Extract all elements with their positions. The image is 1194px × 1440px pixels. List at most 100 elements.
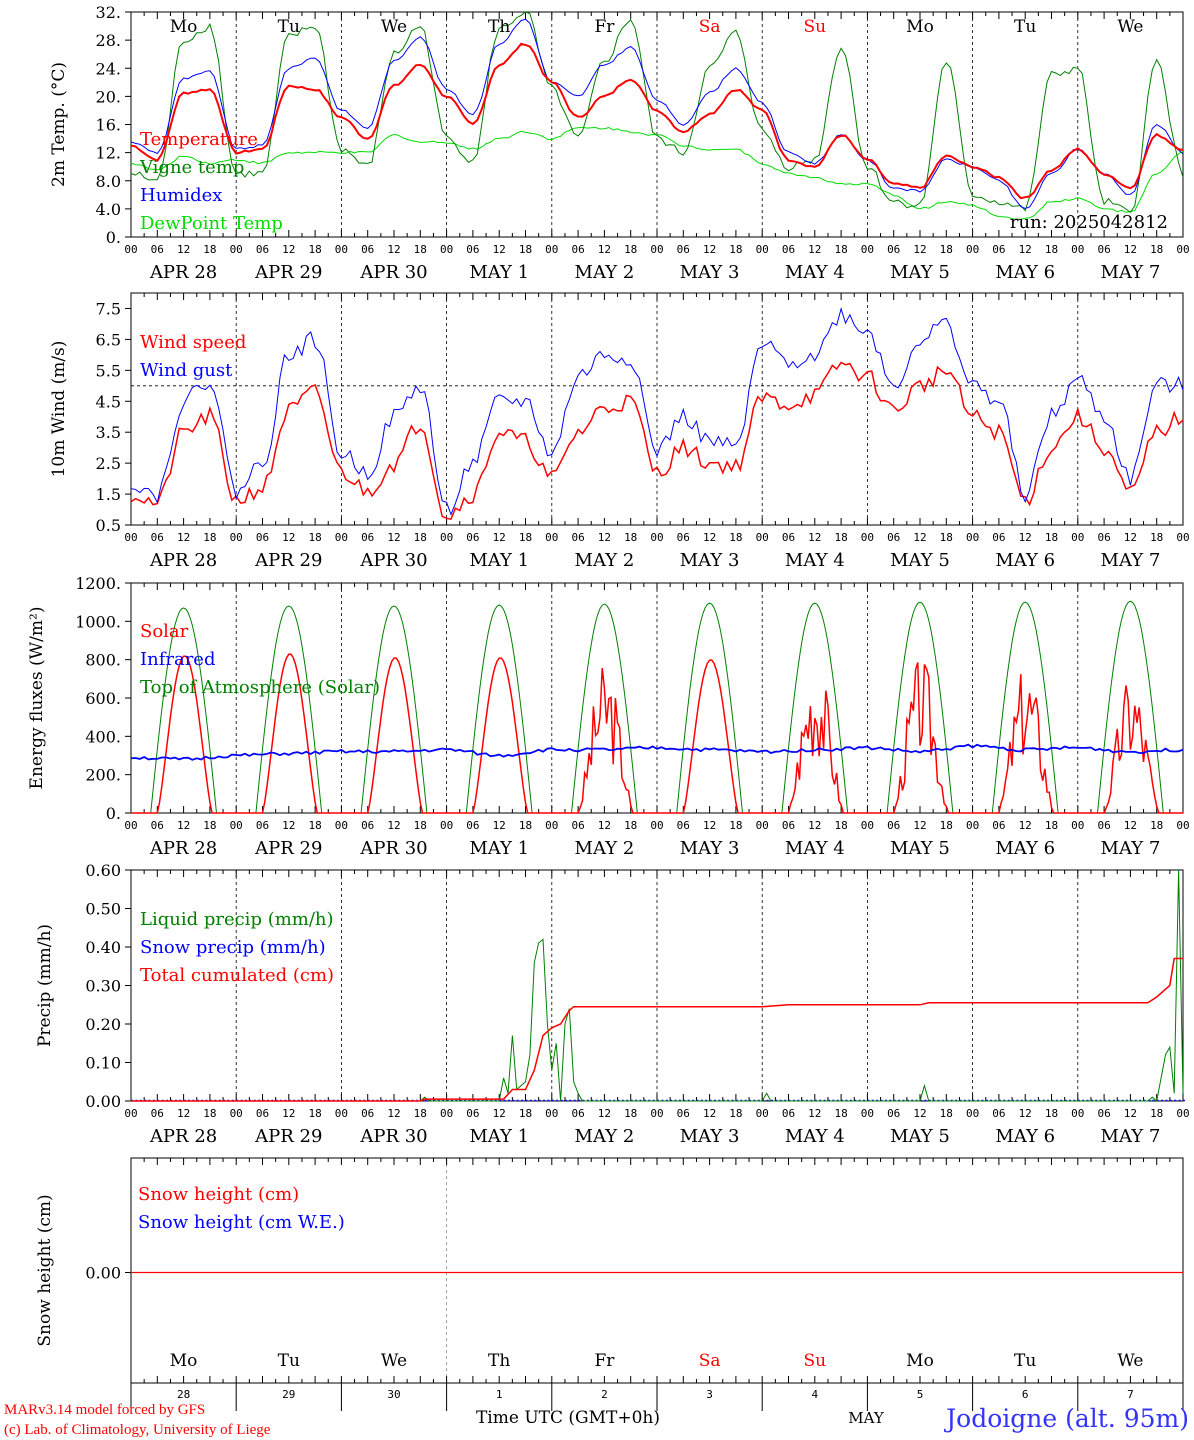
y-tick-label: 1.5 [96, 485, 121, 504]
series-line-dewpoint-temp [130, 126, 1184, 220]
hour-tick-label: 00 [440, 819, 453, 832]
wind-legend-entry: Wind speed [140, 332, 246, 353]
hour-tick-label: 12 [282, 531, 295, 544]
bottom-day-label: 4 [811, 1388, 818, 1401]
date-label: APR 30 [359, 1126, 427, 1147]
y-axis-label: 10m Wind (m/s) [49, 341, 69, 478]
y-tick-label: 28. [96, 31, 121, 50]
bottom-day-label: 28 [177, 1388, 190, 1401]
hour-tick-label: 06 [782, 1107, 795, 1120]
hour-tick-label: 00 [124, 819, 137, 832]
hour-tick-label: 18 [729, 819, 742, 832]
bottom-day-label: 3 [706, 1388, 713, 1401]
y-tick-label: 1000. [75, 612, 121, 631]
run-label: run: 2025042812 [1010, 212, 1168, 233]
hour-tick-label: 06 [151, 531, 164, 544]
y-tick-label: 0. [106, 228, 121, 247]
hour-tick-label: 00 [650, 1107, 663, 1120]
hour-tick-label: 06 [1097, 531, 1110, 544]
date-label: MAY 6 [995, 262, 1055, 283]
hour-tick-label: 12 [177, 243, 190, 256]
flux-legend-entry: Top of Atmosphere (Solar) [140, 677, 380, 698]
hour-tick-label: 00 [230, 531, 243, 544]
hour-tick-label: 12 [1019, 1107, 1032, 1120]
hour-tick-label: 18 [940, 531, 953, 544]
hour-tick-label: 18 [624, 819, 637, 832]
hour-tick-label: 18 [834, 243, 847, 256]
hour-tick-label: 00 [1071, 531, 1084, 544]
hour-tick-label: 12 [387, 1107, 400, 1120]
hour-tick-label: 12 [1124, 531, 1137, 544]
y-tick-label: 16. [96, 116, 121, 135]
hour-tick-label: 18 [940, 1107, 953, 1120]
hour-tick-label: 18 [1150, 243, 1163, 256]
hour-tick-label: 12 [913, 819, 926, 832]
bottom-weekday-label: Th [488, 1351, 510, 1371]
hour-tick-label: 06 [466, 819, 479, 832]
y-tick-label: 32. [96, 3, 121, 22]
y-tick-label: 0.20 [85, 1015, 121, 1034]
date-label: MAY 3 [680, 262, 740, 283]
bottom-weekday-label: Fr [594, 1351, 615, 1371]
hour-tick-label: 18 [1045, 531, 1058, 544]
hour-tick-label: 12 [1124, 819, 1137, 832]
weekday-label: Mo [906, 17, 934, 37]
bottom-day-label: 29 [282, 1388, 295, 1401]
hour-tick-label: 00 [545, 243, 558, 256]
y-tick-label: 0. [106, 804, 121, 823]
hour-tick-label: 12 [913, 531, 926, 544]
precip-legend-entry: Snow precip (mm/h) [140, 937, 326, 958]
hour-tick-label: 12 [493, 1107, 506, 1120]
hour-tick-label: 06 [677, 819, 690, 832]
date-label: MAY 3 [680, 1126, 740, 1147]
bottom-weekday-label: Mo [170, 1351, 198, 1371]
date-label: MAY 2 [575, 262, 635, 283]
hour-tick-label: 18 [1150, 819, 1163, 832]
hour-tick-label: 06 [361, 1107, 374, 1120]
hour-tick-label: 06 [256, 243, 269, 256]
date-label: MAY 7 [1101, 550, 1161, 571]
hour-tick-label: 12 [598, 819, 611, 832]
hour-tick-label: 06 [887, 531, 900, 544]
weekday-label: Th [488, 17, 510, 37]
series-line-humidex [130, 18, 1184, 210]
hour-tick-label: 00 [861, 819, 874, 832]
hour-tick-label: 06 [1097, 1107, 1110, 1120]
date-label: MAY 6 [995, 550, 1055, 571]
hour-tick-label: 00 [335, 531, 348, 544]
hour-tick-label: 06 [992, 243, 1005, 256]
y-tick-label: 0.00 [85, 1264, 121, 1283]
weekday-label: Tu [278, 17, 300, 37]
hour-tick-label: 12 [387, 531, 400, 544]
hour-tick-label: 18 [729, 243, 742, 256]
date-label: APR 28 [149, 1126, 217, 1147]
series-line-vigne-temp [130, 11, 1184, 214]
hour-tick-label: 00 [1176, 243, 1189, 256]
y-tick-label: 0.30 [85, 977, 121, 996]
temp-legend-entry: Temperature [140, 129, 258, 150]
date-label: APR 29 [254, 838, 322, 859]
hour-tick-label: 12 [493, 243, 506, 256]
hour-tick-label: 06 [992, 531, 1005, 544]
y-tick-label: 800. [85, 651, 121, 670]
y-axis-label: 2m Temp. (°C) [49, 62, 69, 187]
hour-tick-label: 00 [650, 819, 663, 832]
hour-tick-label: 18 [308, 1107, 321, 1120]
date-label: MAY 1 [469, 838, 529, 859]
hour-tick-label: 12 [387, 819, 400, 832]
y-tick-label: 8.0 [96, 172, 121, 191]
snow-legend-entry: Snow height (cm W.E.) [138, 1212, 345, 1233]
date-label: APR 30 [359, 838, 427, 859]
y-tick-label: 600. [85, 689, 121, 708]
hour-tick-label: 18 [1045, 243, 1058, 256]
x-axis-label: Time UTC (GMT+0h) [476, 1408, 660, 1428]
temp-legend-entry: Humidex [140, 185, 222, 206]
snow-legend-entry: Snow height (cm) [138, 1184, 299, 1205]
hour-tick-label: 12 [493, 531, 506, 544]
y-tick-label: 0.5 [96, 516, 121, 535]
hour-tick-label: 18 [1045, 819, 1058, 832]
date-label: MAY 7 [1101, 838, 1161, 859]
hour-tick-label: 06 [151, 1107, 164, 1120]
hour-tick-label: 18 [203, 819, 216, 832]
hour-tick-label: 00 [545, 1107, 558, 1120]
